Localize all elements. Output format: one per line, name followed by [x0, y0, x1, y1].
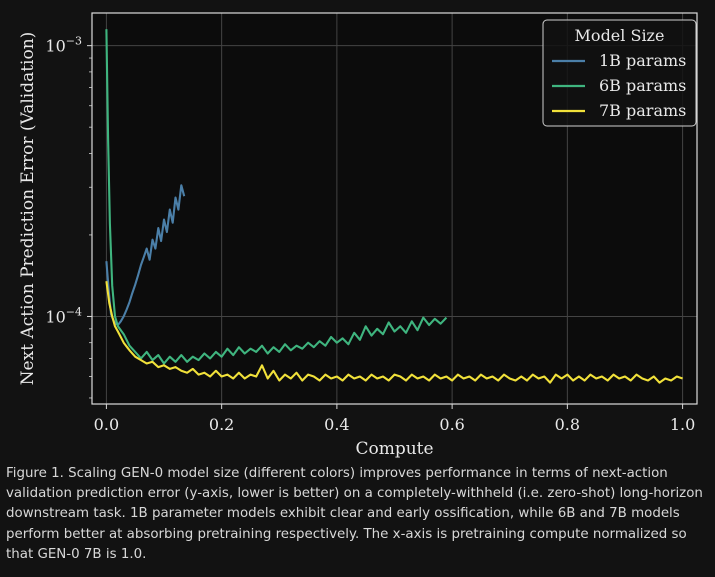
legend-box — [542, 19, 697, 127]
figure-caption: Figure 1. Scaling GEN-0 model size (diff… — [6, 466, 703, 562]
x-tick-label: 0.8 — [555, 415, 580, 434]
scaling-chart: 0.0 0.2 0.4 0.6 0.8 1.0 10−3 10−4 Compute Next Ac… — [18, 12, 698, 459]
x-axis-label: Compute — [355, 439, 433, 459]
series-line-7b — [105, 281, 683, 384]
y-tick-exponent: −3 — [66, 35, 82, 48]
y-tick-exponent: −4 — [66, 305, 82, 318]
axes-frame — [91, 12, 698, 405]
series-line-6b — [105, 29, 448, 365]
y-tick-label: 10−4 — [45, 305, 82, 326]
legend-title: Model Size — [575, 26, 665, 45]
legend-entry: 7B params — [599, 101, 686, 120]
x-tick-label: 0.2 — [209, 415, 234, 434]
legend-entry: 6B params — [599, 76, 686, 95]
legend: Model Size 1B params 6B params 7B params — [542, 19, 697, 127]
y-tick-base: 10 — [45, 307, 65, 326]
x-tick-label: 0.0 — [94, 415, 119, 434]
x-tick-label: 1.0 — [670, 415, 695, 434]
series-lines — [105, 29, 683, 384]
x-tick-label: 0.4 — [324, 415, 349, 434]
legend-entry: 1B params — [599, 51, 686, 70]
y-tick-label: 10−3 — [45, 35, 82, 56]
y-tick-base: 10 — [45, 37, 65, 56]
x-tick-label: 0.6 — [439, 415, 464, 434]
y-axis-label: Next Action Prediction Error (Validation… — [18, 32, 38, 386]
